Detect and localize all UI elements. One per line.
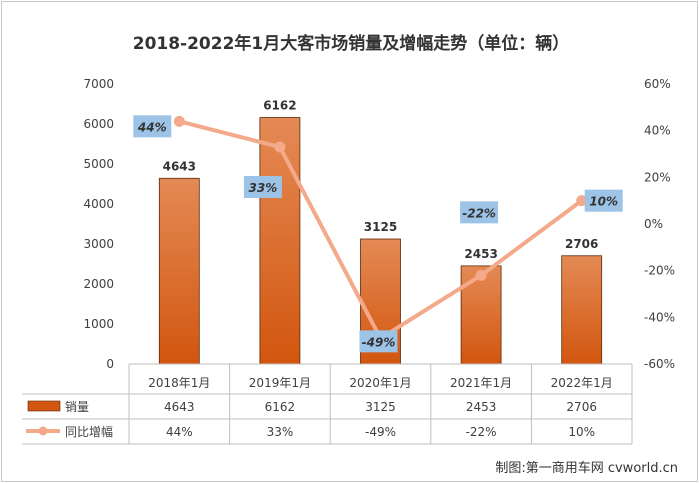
line-label-box bbox=[584, 189, 623, 212]
x-category-label: 2020年1月 bbox=[349, 376, 411, 390]
table-sales-cell: 6162 bbox=[265, 400, 296, 414]
line-label-box bbox=[460, 201, 499, 224]
line-label-box bbox=[133, 115, 172, 138]
line-point bbox=[475, 269, 487, 281]
line-data-label: 33% bbox=[249, 181, 278, 195]
bar-data-label: 2706 bbox=[565, 237, 598, 251]
bar-series: 4643 6162 3125 2453 2706 bbox=[158, 99, 603, 365]
y-left-tick-label: 3000 bbox=[83, 237, 114, 251]
data-table: 2018年1月 4643 44% 2019年1月 6162 33% 2020年1月 3125 -… bbox=[22, 363, 633, 445]
line-data-label: -22% bbox=[462, 206, 496, 220]
bar-data-label: 6162 bbox=[263, 99, 296, 113]
line-point bbox=[173, 115, 185, 127]
bar-data-label: 3125 bbox=[364, 220, 397, 234]
credit-text: 制图:第一商用车网 cvworld.cn bbox=[495, 460, 678, 476]
line-series: 44% 33% -49% -22% 10% bbox=[133, 115, 623, 353]
y-left-tick-label: 2000 bbox=[83, 277, 114, 291]
x-category-label: 2022年1月 bbox=[551, 376, 613, 390]
y-left-tick-label: 6000 bbox=[83, 117, 114, 131]
legend-bar-swatch bbox=[27, 400, 61, 412]
y-right-tick-label: 40% bbox=[644, 124, 671, 138]
bar bbox=[158, 177, 200, 365]
table-growth-cell: -49% bbox=[365, 425, 396, 439]
legend-line-label: 同比增幅 bbox=[65, 424, 113, 439]
y-left-tick-label: 5000 bbox=[83, 157, 114, 171]
bar bbox=[561, 255, 603, 365]
legend-line-marker bbox=[38, 426, 48, 436]
y-right-axis: -60% -40% -20% 0% 20% 40% 60% bbox=[644, 77, 675, 371]
y-right-tick-label: -20% bbox=[644, 264, 675, 278]
line-label-box bbox=[243, 176, 282, 198]
table-growth-cell: 33% bbox=[267, 425, 294, 439]
y-left-axis: 0 1000 2000 3000 4000 5000 6000 7000 bbox=[83, 77, 114, 371]
y-left-tick-label: 7000 bbox=[83, 77, 114, 91]
line-label-box bbox=[359, 330, 398, 353]
chart-title: 2018-2022年1月大客市场销量及增幅走势（单位：辆） bbox=[133, 33, 570, 54]
table-growth-cell: 44% bbox=[166, 425, 193, 439]
x-category-label: 2019年1月 bbox=[249, 376, 311, 390]
bar bbox=[259, 117, 301, 365]
y-right-tick-label: 60% bbox=[644, 77, 671, 91]
table-sales-cell: 2453 bbox=[466, 400, 497, 414]
y-right-tick-label: 0% bbox=[644, 217, 663, 231]
line-data-label: -49% bbox=[362, 335, 396, 349]
line-point bbox=[274, 141, 286, 153]
legend-bar-label: 销量 bbox=[65, 400, 89, 414]
x-category-label: 2021年1月 bbox=[450, 376, 512, 390]
line-data-label: 10% bbox=[589, 195, 618, 209]
table-growth-cell: 10% bbox=[568, 425, 595, 439]
table-sales-cell: 3125 bbox=[365, 400, 396, 414]
table-sales-cell: 4643 bbox=[164, 400, 195, 414]
y-right-tick-label: -60% bbox=[644, 357, 675, 371]
y-left-tick-label: 1000 bbox=[83, 317, 114, 331]
table-sales-cell: 2706 bbox=[566, 400, 597, 414]
y-right-tick-label: -40% bbox=[644, 310, 675, 324]
bar-data-label: 2453 bbox=[464, 247, 497, 261]
bar-data-label: 4643 bbox=[163, 159, 196, 173]
line-point bbox=[576, 195, 588, 207]
y-right-tick-label: 20% bbox=[644, 170, 671, 184]
table-growth-cell: -22% bbox=[466, 425, 497, 439]
y-left-tick-label: 0 bbox=[106, 357, 114, 371]
y-left-tick-label: 4000 bbox=[83, 197, 114, 211]
line-data-label: 44% bbox=[137, 120, 167, 134]
x-category-label: 2018年1月 bbox=[148, 376, 210, 390]
